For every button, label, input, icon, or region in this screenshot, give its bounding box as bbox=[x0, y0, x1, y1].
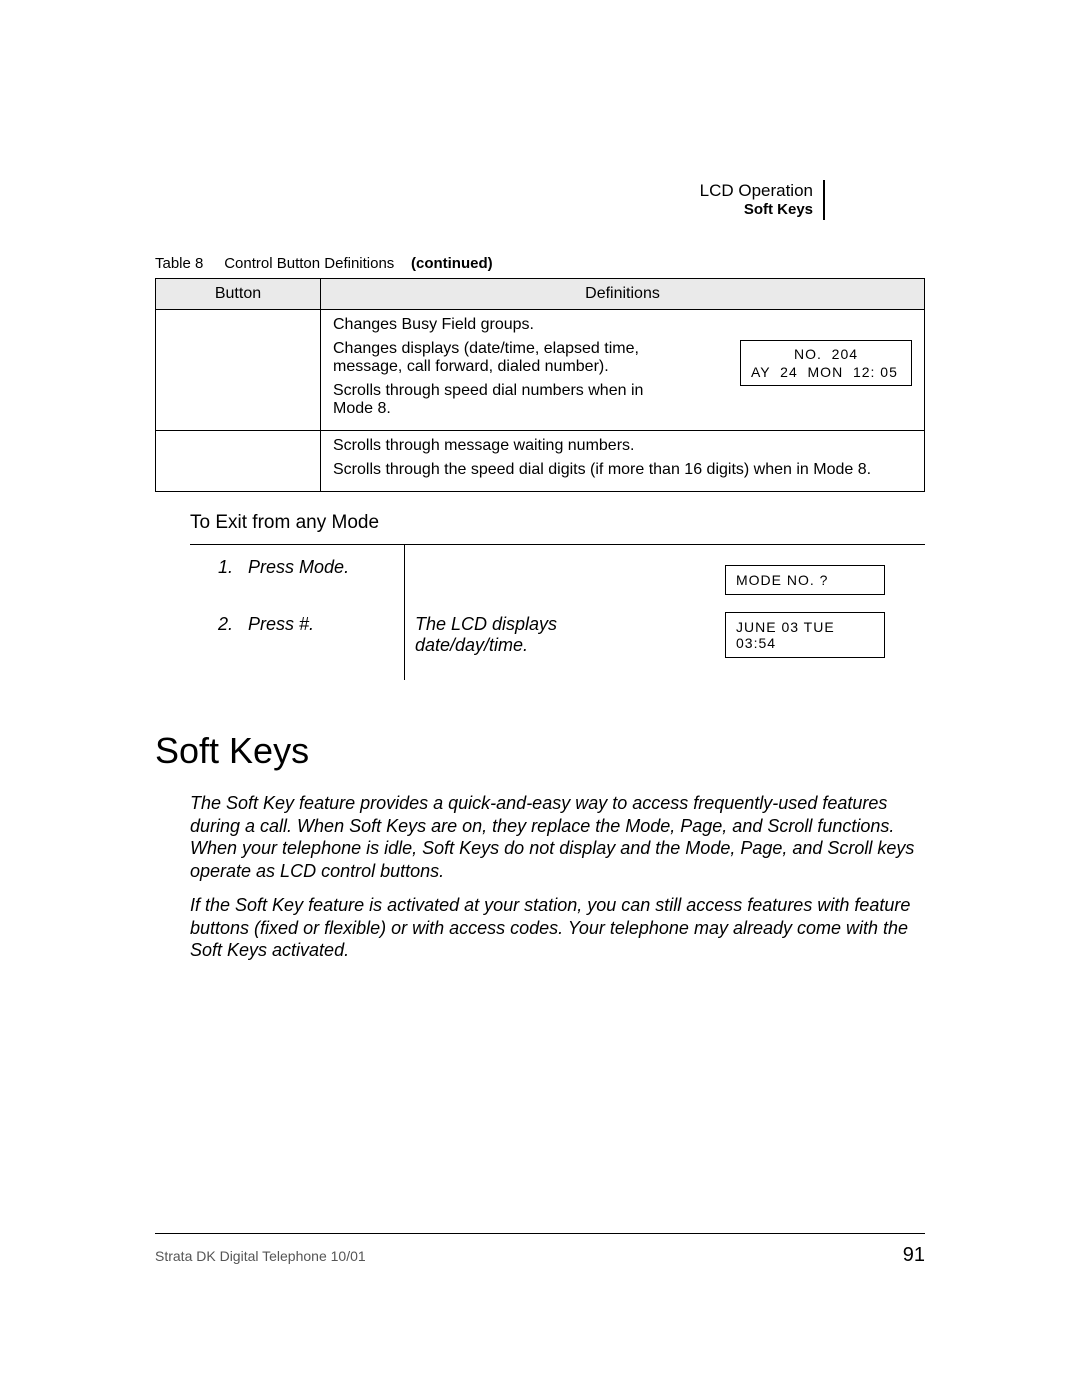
step-instruction: 1. Press Mode. bbox=[190, 545, 405, 602]
paragraph: If the Soft Key feature is activated at … bbox=[190, 894, 925, 962]
lcd-display: NO. 204 AY 24 MON 12: 05 bbox=[740, 340, 912, 386]
table-continued: (continued) bbox=[411, 255, 493, 272]
table-number: Table 8 bbox=[155, 255, 203, 272]
lcd-display: JUNE 03 TUE 03:54 bbox=[725, 612, 885, 658]
step-number: 2. bbox=[218, 614, 233, 634]
steps-list: 1. Press Mode. MODE NO. ? 2. Press #. Th… bbox=[190, 544, 925, 680]
table-title: Control Button Definitions bbox=[224, 255, 394, 272]
page-footer: Strata DK Digital Telephone 10/01 91 bbox=[155, 1233, 925, 1267]
col-button: Button bbox=[156, 279, 321, 310]
button-cell bbox=[156, 431, 321, 492]
step-result: MODE NO. ? bbox=[405, 545, 925, 602]
section-heading: Soft Keys bbox=[155, 730, 925, 772]
step-row: 1. Press Mode. MODE NO. ? bbox=[190, 545, 925, 602]
lcd-line: AY 24 MON 12: 05 bbox=[751, 363, 901, 381]
step-text: Press #. bbox=[248, 614, 314, 634]
button-cell bbox=[156, 310, 321, 431]
step-row: 2. Press #. The LCD displays date/day/ti… bbox=[190, 602, 925, 680]
paragraph: The Soft Key feature provides a quick-an… bbox=[190, 792, 925, 882]
table-header-row: Button Definitions bbox=[156, 279, 925, 310]
def-text: Scrolls through speed dial numbers when … bbox=[333, 382, 673, 418]
def-text: Changes displays (date/time, elapsed tim… bbox=[333, 340, 653, 376]
running-header: LCD Operation Soft Keys bbox=[700, 180, 825, 220]
table-caption: Table 8 Control Button Definitions (cont… bbox=[155, 255, 925, 272]
step-result: The LCD displays date/day/time. JUNE 03 … bbox=[405, 602, 925, 680]
header-subsection: Soft Keys bbox=[700, 201, 813, 220]
table-row: Scrolls through message waiting numbers.… bbox=[156, 431, 925, 492]
step-description: The LCD displays date/day/time. bbox=[415, 614, 615, 656]
step-number: 1. bbox=[218, 557, 233, 577]
definition-cell: Changes Busy Field groups. NO. 204 AY 24… bbox=[321, 310, 925, 431]
def-text: Scrolls through the speed dial digits (i… bbox=[333, 461, 912, 479]
exit-heading: To Exit from any Mode bbox=[190, 512, 925, 534]
col-definitions: Definitions bbox=[321, 279, 925, 310]
definition-cell: Scrolls through message waiting numbers.… bbox=[321, 431, 925, 492]
footer-doc-title: Strata DK Digital Telephone 10/01 bbox=[155, 1248, 366, 1264]
definitions-table: Button Definitions Changes Busy Field gr… bbox=[155, 278, 925, 492]
lcd-display: MODE NO. ? bbox=[725, 565, 885, 595]
page-number: 91 bbox=[903, 1244, 925, 1267]
def-text: Changes Busy Field groups. bbox=[333, 316, 912, 334]
page-content: LCD Operation Soft Keys Table 8 Control … bbox=[0, 0, 1080, 962]
header-section: LCD Operation bbox=[700, 180, 813, 201]
step-instruction: 2. Press #. bbox=[190, 602, 405, 680]
lcd-line: NO. 204 bbox=[751, 345, 901, 363]
def-text: Scrolls through message waiting numbers. bbox=[333, 437, 912, 455]
table-row: Changes Busy Field groups. NO. 204 AY 24… bbox=[156, 310, 925, 431]
step-text: Press Mode. bbox=[248, 557, 349, 577]
